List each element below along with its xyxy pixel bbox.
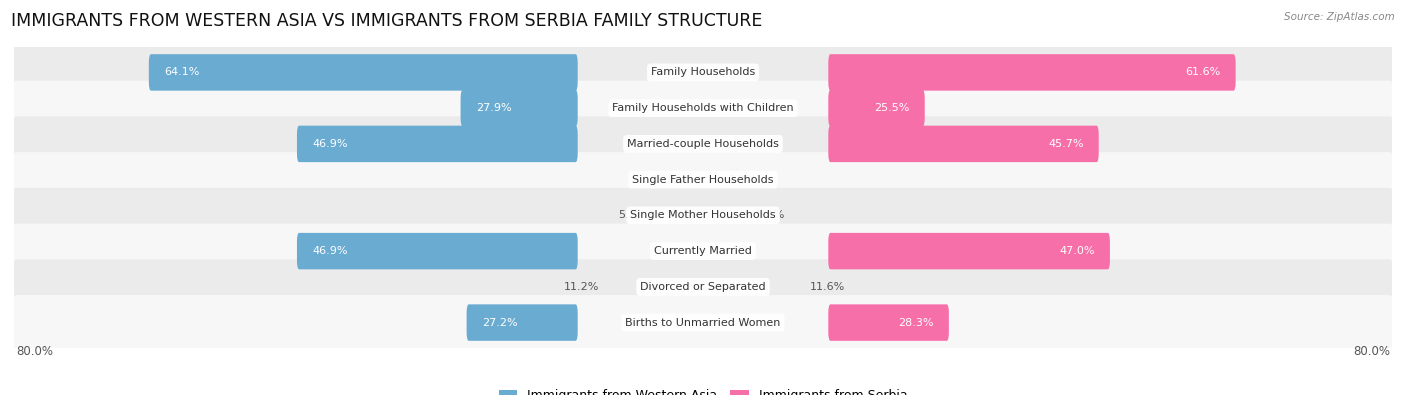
Text: Currently Married: Currently Married <box>654 246 752 256</box>
Text: 25.5%: 25.5% <box>875 103 910 113</box>
Text: Divorced or Separated: Divorced or Separated <box>640 282 766 292</box>
FancyBboxPatch shape <box>13 117 1393 171</box>
Text: 47.0%: 47.0% <box>1059 246 1095 256</box>
FancyBboxPatch shape <box>828 90 925 126</box>
FancyBboxPatch shape <box>461 90 578 126</box>
FancyBboxPatch shape <box>149 54 578 90</box>
Text: Family Households: Family Households <box>651 68 755 77</box>
FancyBboxPatch shape <box>828 233 1109 269</box>
Text: 61.6%: 61.6% <box>1185 68 1220 77</box>
FancyBboxPatch shape <box>297 126 578 162</box>
Text: 2.0%: 2.0% <box>727 175 755 184</box>
FancyBboxPatch shape <box>13 224 1393 278</box>
Text: Single Mother Households: Single Mother Households <box>630 211 776 220</box>
Text: 64.1%: 64.1% <box>165 68 200 77</box>
Text: 5.4%: 5.4% <box>756 211 785 220</box>
Text: 28.3%: 28.3% <box>898 318 934 327</box>
Text: 5.7%: 5.7% <box>619 211 647 220</box>
Text: Married-couple Households: Married-couple Households <box>627 139 779 149</box>
Text: 2.1%: 2.1% <box>650 175 678 184</box>
Text: 46.9%: 46.9% <box>312 139 347 149</box>
FancyBboxPatch shape <box>828 305 949 341</box>
Text: 27.2%: 27.2% <box>482 318 517 327</box>
Legend: Immigrants from Western Asia, Immigrants from Serbia: Immigrants from Western Asia, Immigrants… <box>494 384 912 395</box>
Text: 80.0%: 80.0% <box>1353 345 1391 358</box>
FancyBboxPatch shape <box>13 81 1393 135</box>
FancyBboxPatch shape <box>467 305 578 341</box>
Text: IMMIGRANTS FROM WESTERN ASIA VS IMMIGRANTS FROM SERBIA FAMILY STRUCTURE: IMMIGRANTS FROM WESTERN ASIA VS IMMIGRAN… <box>11 12 762 30</box>
FancyBboxPatch shape <box>828 54 1236 90</box>
FancyBboxPatch shape <box>13 260 1393 314</box>
FancyBboxPatch shape <box>13 188 1393 243</box>
Text: Source: ZipAtlas.com: Source: ZipAtlas.com <box>1284 12 1395 22</box>
Text: 11.2%: 11.2% <box>564 282 599 292</box>
Text: 27.9%: 27.9% <box>475 103 512 113</box>
Text: 11.6%: 11.6% <box>810 282 845 292</box>
Text: 45.7%: 45.7% <box>1047 139 1084 149</box>
Text: Births to Unmarried Women: Births to Unmarried Women <box>626 318 780 327</box>
Text: 80.0%: 80.0% <box>15 345 53 358</box>
Text: Single Father Households: Single Father Households <box>633 175 773 184</box>
FancyBboxPatch shape <box>13 45 1393 100</box>
FancyBboxPatch shape <box>13 152 1393 207</box>
Text: Family Households with Children: Family Households with Children <box>612 103 794 113</box>
FancyBboxPatch shape <box>13 295 1393 350</box>
Text: 46.9%: 46.9% <box>312 246 347 256</box>
FancyBboxPatch shape <box>828 126 1098 162</box>
FancyBboxPatch shape <box>297 233 578 269</box>
